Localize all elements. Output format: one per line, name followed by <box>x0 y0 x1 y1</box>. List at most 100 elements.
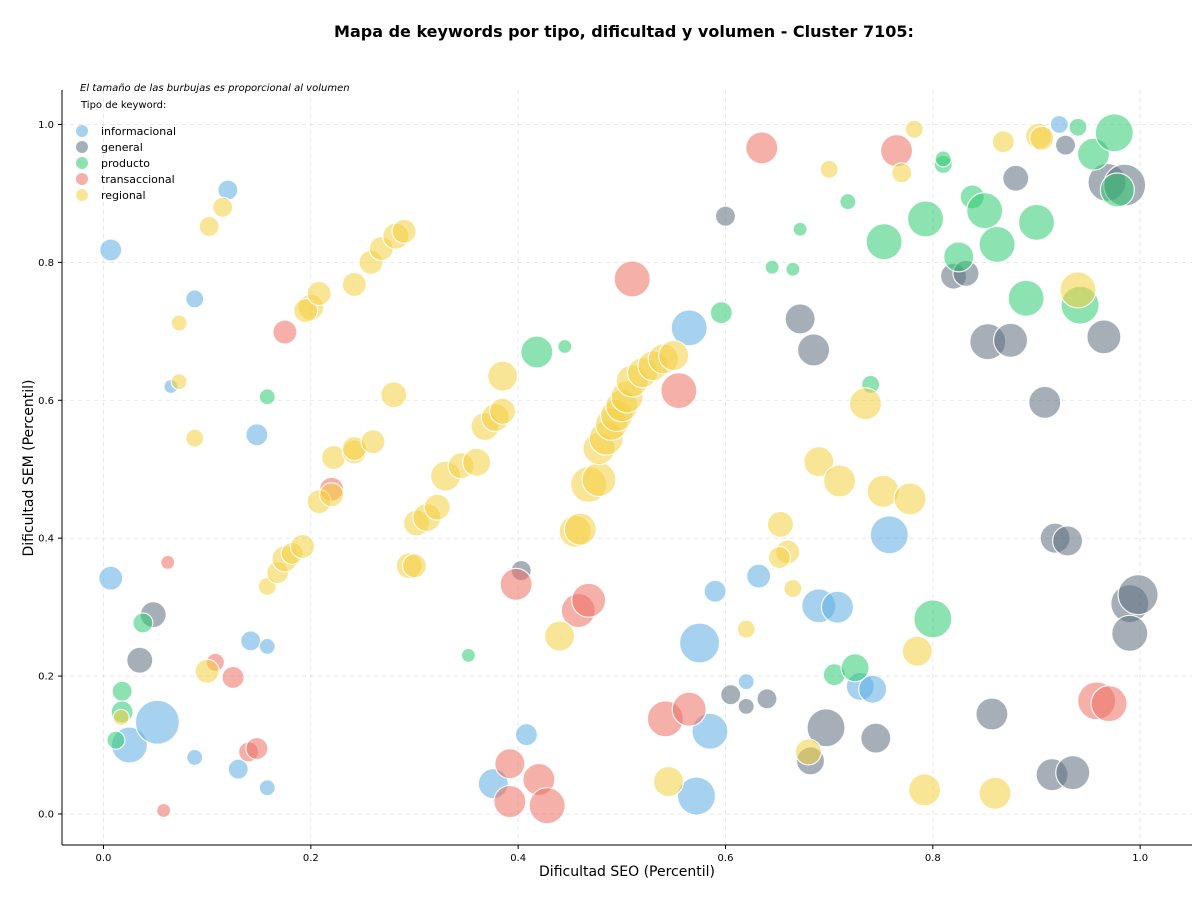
bubble-general <box>992 322 1029 358</box>
bubble-general <box>1002 164 1030 192</box>
y-tick-label: 0.4 <box>38 534 54 545</box>
bubble-regional <box>488 397 517 425</box>
legend-label: general <box>101 141 143 154</box>
bubble-regional <box>293 298 319 324</box>
bubble-informacional <box>240 630 262 652</box>
bubble-producto <box>1007 279 1045 317</box>
x-axis-label: Dificultad SEO (Percentil) <box>539 864 715 880</box>
y-axis-label: Dificultad SEM (Percentil) <box>21 380 37 557</box>
bubble-transaccional <box>879 134 914 168</box>
bubble-regional <box>318 482 345 508</box>
bubble-regional <box>819 159 839 179</box>
bubble-regional <box>893 482 927 516</box>
bubble-producto <box>520 335 554 369</box>
bubble-producto <box>865 223 903 261</box>
bubble-general <box>1055 755 1091 791</box>
bubble-regional <box>658 339 690 372</box>
bubble-regional <box>360 429 386 455</box>
bubble-regional <box>766 510 795 538</box>
legend-title: Tipo de keyword: <box>80 100 166 111</box>
y-tick-label: 1.0 <box>38 120 54 131</box>
x-tick-label: 0.0 <box>96 853 112 864</box>
bubble-regional <box>767 545 791 570</box>
bubble-transaccional <box>493 784 527 819</box>
bubble-regional <box>391 218 417 244</box>
bubble-regional <box>803 446 835 478</box>
x-tick-label: 1.0 <box>1132 853 1148 864</box>
bubble-transaccional <box>494 748 526 780</box>
bubble-producto <box>111 680 133 702</box>
bubble-general <box>737 697 755 716</box>
points-layer <box>98 113 1159 825</box>
bubble-regional <box>848 387 883 421</box>
bubble-general <box>797 333 831 367</box>
bubble-general <box>806 708 846 748</box>
x-tick-label: 0.8 <box>925 853 941 864</box>
bubble-general <box>756 688 778 710</box>
bubble-regional <box>794 738 823 766</box>
legend: Tipo de keyword: informacional general pro… <box>76 100 176 202</box>
bubble-informacional <box>514 723 539 747</box>
bubble-transaccional <box>660 372 698 410</box>
bubble-regional <box>401 553 428 579</box>
legend-marker <box>76 173 88 185</box>
bubble-regional <box>822 464 857 498</box>
bubble-general <box>1054 134 1077 156</box>
bubble-producto <box>934 150 952 168</box>
bubble-transaccional <box>528 787 566 825</box>
bubble-producto <box>966 192 1004 230</box>
bubble-transaccional <box>272 319 298 345</box>
bubble-informacional <box>227 758 249 780</box>
bubble-transaccional <box>613 260 651 298</box>
series-producto <box>106 113 1135 750</box>
bubble-transaccional <box>745 131 779 165</box>
bubble-informacional <box>1049 114 1069 135</box>
bubble-informacional <box>869 515 909 555</box>
y-tick-label: 0.0 <box>38 809 54 820</box>
bubble-producto <box>792 221 808 237</box>
bubble-regional <box>341 271 367 298</box>
bubble-regional <box>736 619 756 639</box>
bubble-transaccional <box>155 802 172 819</box>
bubble-producto <box>785 261 801 277</box>
bubble-regional <box>891 162 913 184</box>
bubble-general <box>784 303 816 335</box>
bubble-transaccional <box>245 736 269 761</box>
grid-layer <box>62 90 1192 845</box>
bubble-general <box>1117 574 1159 616</box>
bubble-informacional <box>737 672 755 691</box>
bubble-general <box>1051 525 1084 557</box>
bubble-informacional <box>820 590 855 624</box>
bubble-regional <box>194 658 220 684</box>
bubble-regional <box>581 461 617 498</box>
bubble-producto <box>1094 113 1134 153</box>
legend-item-transaccional: transaccional <box>76 173 175 186</box>
bubble-informacional <box>186 748 204 767</box>
bubble-informacional <box>245 423 269 447</box>
bubble-general <box>975 697 1009 731</box>
bubble-informacional <box>134 699 180 745</box>
bubble-informacional <box>678 622 721 664</box>
bubble-general <box>714 205 737 227</box>
bubble-general <box>1111 614 1149 652</box>
bubble-informacional <box>99 238 123 262</box>
bubble-regional <box>170 314 188 332</box>
bubble-informacional <box>670 309 708 347</box>
bubble-producto <box>557 338 573 355</box>
bubble-producto <box>258 388 276 406</box>
bubble-general <box>126 646 154 674</box>
bubble-informacional <box>746 563 772 589</box>
bubble-informacional <box>258 637 276 656</box>
series-regional <box>112 119 1097 810</box>
bubble-producto <box>709 301 733 325</box>
bubble-producto <box>1068 117 1088 137</box>
y-tick-label: 0.8 <box>38 258 54 269</box>
bubble-general <box>860 722 892 754</box>
legend-label: transaccional <box>101 173 175 186</box>
bubble-general <box>1028 385 1062 419</box>
legend-item-producto: producto <box>76 157 150 170</box>
legend-item-general: general <box>76 141 143 154</box>
legend-item-regional: regional <box>76 189 146 202</box>
